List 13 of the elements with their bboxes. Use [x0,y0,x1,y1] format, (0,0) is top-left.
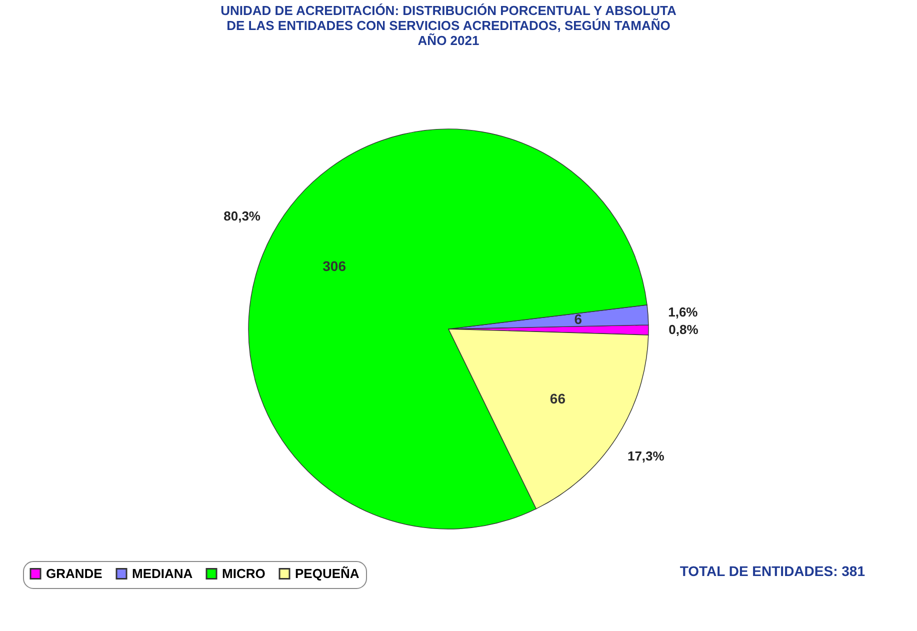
data-label: 1,6% [668,304,698,320]
legend-label: MICRO [222,566,266,581]
data-label: 17,3% [627,448,665,464]
legend-label: MEDIANA [132,566,194,581]
legend-label: GRANDE [46,566,103,581]
data-label: 80,3% [224,208,261,224]
text: 66 [550,390,566,407]
data-label: 0,8% [668,322,699,338]
text: 306 [322,258,346,274]
text: 6 [574,310,582,327]
text: TOTAL DE ENTIDADES: 381 [680,563,866,579]
legend-label: PEQUEÑA [295,566,360,581]
chart-title: UNIDAD DE ACREDITACIÓN: DISTRIBUCIÓN PORCENTUAL Y ABSOLUTA DE LAS ENTIDADES CON SERVICIOS ACREDITADOS, SEGÚN TAMAÑO AÑO 2021 [220,3,677,48]
